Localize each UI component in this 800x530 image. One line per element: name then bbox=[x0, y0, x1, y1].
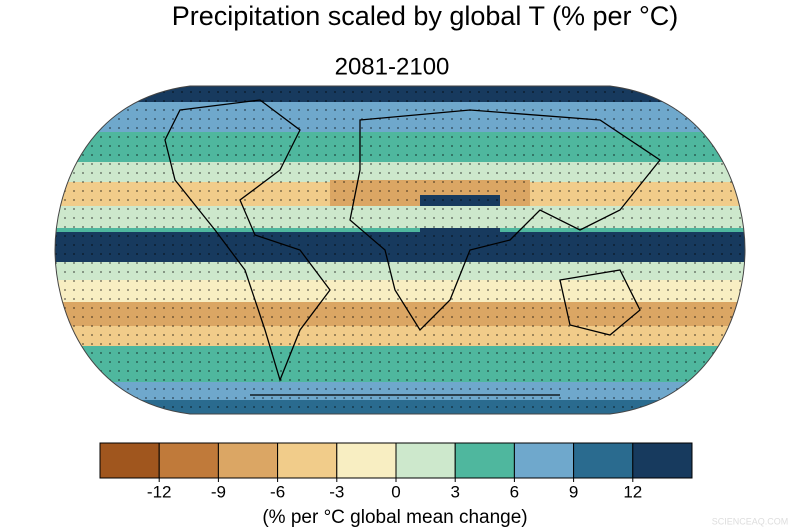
watermark: SCIENCEAQ.COM bbox=[712, 516, 789, 526]
colorbar-tick-label: -12 bbox=[147, 482, 172, 501]
colorbar-segment bbox=[513, 442, 575, 479]
colorbar: -12 -9 -6 -3 0 3 6 9 12 bbox=[99, 442, 693, 501]
colorbar-tick-label: 0 bbox=[391, 482, 400, 501]
colorbar-label: (% per °C global mean change) bbox=[262, 507, 527, 528]
colorbar-segment bbox=[573, 442, 634, 479]
colorbar-tick-label: 3 bbox=[450, 482, 459, 501]
colorbar-tick-label: -3 bbox=[329, 482, 344, 501]
colorbar-tick-label: -9 bbox=[211, 482, 226, 501]
map bbox=[55, 86, 745, 414]
title: Precipitation scaled by global T (% per … bbox=[172, 1, 679, 31]
colorbar-segment bbox=[632, 442, 693, 479]
colorbar-segment bbox=[158, 442, 219, 479]
colorbar-tick-label: 6 bbox=[510, 482, 519, 501]
colorbar-tick-label: -6 bbox=[270, 482, 285, 501]
subtitle: 2081-2100 bbox=[335, 53, 450, 80]
colorbar-segment bbox=[454, 442, 515, 479]
colorbar-segment bbox=[277, 442, 338, 479]
colorbar-tick-label: 12 bbox=[623, 482, 642, 501]
map-outline bbox=[54, 85, 746, 415]
colorbar-tick-label: 9 bbox=[569, 482, 578, 501]
colorbar-segment bbox=[99, 442, 160, 479]
colorbar-segment bbox=[217, 442, 279, 479]
colorbar-segment bbox=[395, 442, 456, 479]
colorbar-segment bbox=[336, 442, 397, 479]
